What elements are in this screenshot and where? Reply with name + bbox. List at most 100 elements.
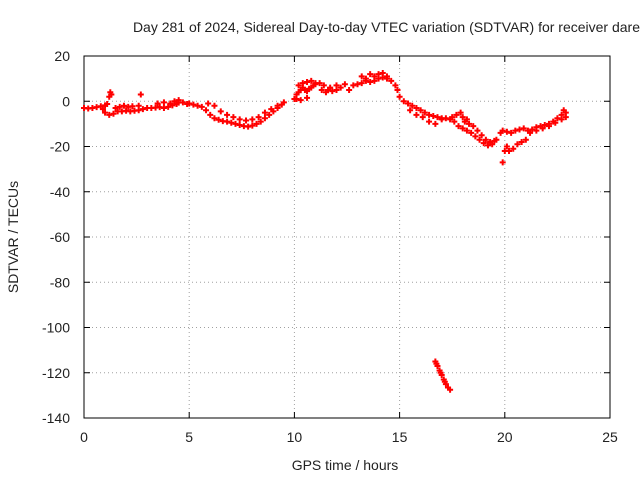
data-point (215, 116, 222, 123)
axis-ticks: 0 5 10 15 20 25 20 0 -20 -40 -60 -80 -100 -120 -140 (42, 48, 618, 445)
data-point (320, 82, 327, 89)
x-axis-label: GPS time / hours (292, 457, 399, 473)
data-point (304, 79, 311, 86)
data-point (337, 84, 344, 91)
data-point (491, 137, 498, 144)
data-point (476, 136, 483, 143)
data-point (171, 98, 178, 105)
data-point (120, 102, 127, 109)
data-point (266, 111, 273, 118)
data-point (430, 112, 437, 119)
y-tick-label: -100 (42, 320, 70, 336)
data-point (449, 114, 456, 121)
data-point (527, 129, 534, 136)
data-point (512, 127, 519, 134)
data-point (312, 81, 319, 88)
data-point (539, 125, 546, 132)
data-point (510, 145, 517, 152)
data-point (441, 378, 448, 385)
data-point (228, 119, 235, 126)
y-tick-label: 0 (62, 93, 70, 109)
data-point (297, 97, 304, 104)
data-point (503, 128, 510, 135)
data-point (112, 105, 119, 112)
data-point (552, 119, 559, 126)
data-point (198, 103, 205, 110)
data-point (106, 111, 113, 118)
data-point (255, 114, 262, 121)
data-point (433, 360, 440, 367)
data-point (257, 118, 264, 125)
data-point (179, 99, 186, 106)
data-point (413, 111, 420, 118)
data-point (280, 99, 287, 106)
data-point (484, 142, 491, 149)
y-axis-label: SDTVAR / TECUs (5, 181, 21, 293)
data-point (224, 111, 231, 118)
data-point (318, 86, 325, 93)
data-point (434, 114, 441, 121)
data-point (358, 80, 365, 87)
data-point (268, 106, 275, 113)
data-point (207, 111, 214, 118)
data-point (421, 109, 428, 116)
data-point (274, 102, 281, 109)
x-tick-label: 25 (602, 429, 618, 445)
data-point (472, 133, 479, 140)
data-point (541, 122, 548, 129)
data-point (350, 82, 357, 89)
plot-frame (83, 55, 611, 419)
data-point (459, 125, 466, 132)
data-point (358, 73, 365, 80)
data-point (217, 108, 224, 115)
y-tick-label: -80 (50, 274, 70, 290)
data-point (232, 120, 239, 127)
data-point (426, 111, 433, 118)
data-point (186, 100, 193, 107)
y-tick-label: 20 (54, 48, 70, 64)
data-point (463, 116, 470, 123)
data-point (413, 105, 420, 112)
data-point (437, 369, 444, 376)
data-point (295, 82, 302, 89)
data-point (108, 91, 115, 98)
y-tick-label: -40 (50, 184, 70, 200)
y-tick-label: -120 (42, 365, 70, 381)
data-point (333, 82, 340, 89)
data-point (417, 107, 424, 114)
data-points (81, 69, 569, 393)
data-point (327, 84, 334, 91)
data-point (442, 115, 449, 122)
data-point (367, 79, 374, 86)
data-point (379, 69, 386, 76)
data-point (160, 99, 167, 106)
data-point (261, 115, 268, 122)
data-point (480, 140, 487, 147)
data-point (154, 100, 161, 107)
data-point (224, 118, 231, 125)
data-point (249, 116, 256, 123)
data-point (104, 100, 111, 107)
data-point (203, 107, 210, 114)
data-point (175, 97, 182, 104)
data-point (371, 73, 378, 80)
data-point (400, 98, 407, 105)
data-point (394, 86, 401, 93)
data-point (205, 100, 212, 107)
data-point (533, 127, 540, 134)
data-point (470, 123, 477, 130)
data-point (520, 125, 527, 132)
data-point (482, 136, 489, 143)
data-point (236, 116, 243, 123)
data-point (253, 120, 260, 127)
y-tick-label: -140 (42, 410, 70, 426)
data-point (160, 105, 167, 112)
data-point (139, 106, 146, 113)
data-point (293, 95, 300, 102)
data-point (383, 75, 390, 82)
data-point (375, 71, 382, 78)
x-tick-label: 0 (80, 429, 88, 445)
data-point (518, 138, 525, 145)
data-point (558, 116, 565, 123)
data-point (341, 81, 348, 88)
